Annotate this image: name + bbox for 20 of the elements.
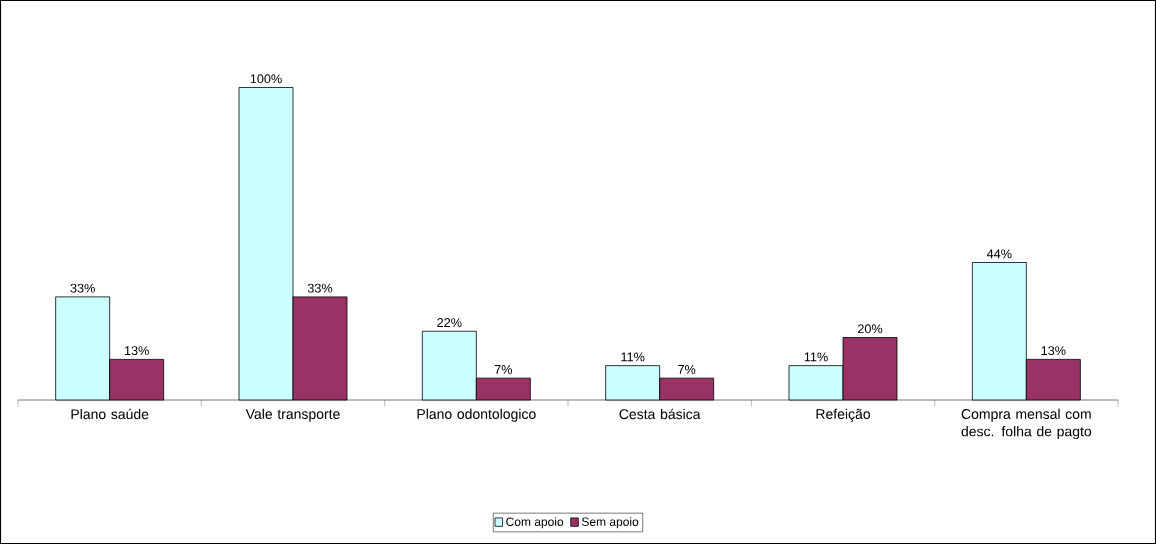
legend-label: Com apoio	[506, 517, 564, 529]
x-tick-label: Plano saúde	[71, 408, 149, 420]
data-label: 44%	[986, 249, 1012, 259]
data-label: 7%	[678, 365, 696, 374]
data-label: 13%	[1041, 346, 1066, 356]
x-tick-label: Plano odontologico	[417, 408, 536, 422]
data-label: 33%	[307, 283, 333, 293]
data-label: 11%	[621, 352, 645, 362]
data-label: 13%	[124, 346, 149, 356]
data-label: 100%	[250, 74, 282, 84]
data-label: 11%	[804, 352, 828, 362]
x-tick-label: Compra mensal com desc. folha de pagto	[961, 408, 1092, 440]
data-label: 33%	[70, 283, 95, 293]
data-label: 22%	[437, 318, 462, 327]
legend-label: Sem apoio	[581, 517, 639, 529]
data-label: 20%	[857, 324, 883, 334]
data-label: 7%	[494, 365, 513, 374]
x-tick-label: Refeição	[816, 408, 871, 422]
x-tick-label: Cesta básica	[619, 408, 701, 420]
x-tick-label: Vale transporte	[245, 408, 340, 422]
